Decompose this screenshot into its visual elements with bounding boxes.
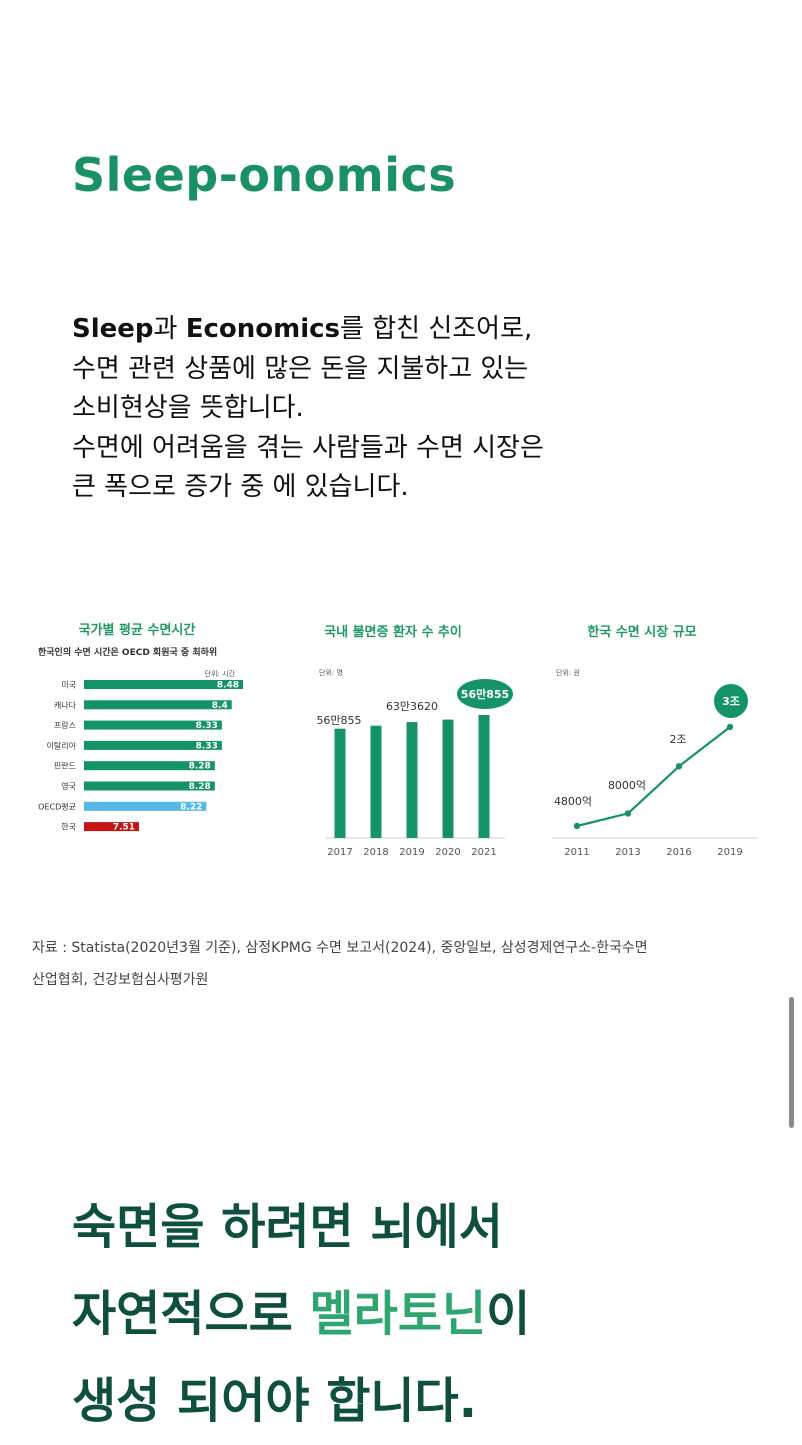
category-label: 이탈리아 [47, 740, 77, 750]
bar [84, 740, 222, 750]
x-tick-label: 2018 [363, 847, 388, 858]
scrollbar-thumb[interactable] [789, 997, 794, 1128]
bar [84, 822, 139, 832]
data-point [726, 723, 734, 731]
bar [84, 801, 207, 811]
data-label: 4800억 [554, 795, 592, 808]
bottom-line-2: 자연적으로 멜라토닌이 [72, 1271, 530, 1358]
chart-subtitle: 한국인의 수면 시간은 OECD 회원국 중 최하위 [38, 646, 217, 658]
value-label: 8.28 [189, 782, 211, 792]
x-tick-label: 2019 [717, 847, 742, 858]
bottom-line-3: 생성 되어야 합니다. [72, 1373, 477, 1429]
category-label: 한국 [61, 823, 76, 832]
bottom-text: 이 [486, 1286, 531, 1342]
data-point [573, 822, 581, 830]
value-label: 8.4 [212, 701, 228, 711]
bottom-text: 자연적으로 [72, 1286, 310, 1342]
bar [84, 700, 232, 710]
chart-unit: 단위: 시간 [205, 669, 236, 678]
x-tick-label: 2021 [471, 847, 496, 858]
source-line-2: 산업협회, 건강보험심사평가원 [32, 971, 209, 988]
data-label: 8000억 [608, 779, 646, 792]
bar [406, 722, 418, 838]
data-label: 56만855 [461, 687, 509, 701]
intro-keyword-economics: Economics [185, 314, 341, 344]
x-tick-label: 2020 [435, 847, 460, 858]
intro-keyword-sleep: Sleep [72, 314, 154, 344]
category-label: OECD평균 [38, 801, 76, 811]
intro-line-2: 수면 관련 상품에 많은 돈을 지불하고 있는 [72, 353, 529, 384]
value-label: 7.51 [113, 823, 135, 833]
intro-paragraph: Sleep과 Economics를 합친 신조어로, 수면 관련 상품에 많은 … [72, 310, 672, 508]
data-label: 2조 [669, 733, 686, 746]
intro-line-1: Sleep과 Economics를 합친 신조어로, [72, 310, 672, 350]
x-tick-label: 2017 [327, 847, 352, 858]
category-label: 프랑스 [54, 720, 76, 730]
chart-title: 한국 수면 시장 규모 [587, 624, 696, 640]
chart-title: 국내 불면증 환자 수 추이 [324, 624, 462, 640]
melatonin-highlight: 멜라토닌 [309, 1286, 487, 1342]
bottom-line-1: 숙면을 하려면 뇌에서 [72, 1199, 503, 1255]
x-tick-label: 2019 [399, 847, 424, 858]
intro-line-5: 큰 폭으로 증가 중 에 있습니다. [72, 472, 409, 502]
category-label: 영국 [61, 781, 76, 791]
bar [84, 680, 243, 689]
chart-title: 국가별 평균 수면시간 [79, 622, 196, 638]
value-label: 8.33 [196, 741, 218, 751]
highlight-bubble [714, 684, 748, 718]
bar [334, 728, 346, 838]
category-label: 캐나다 [54, 701, 77, 710]
bar [84, 781, 215, 791]
bar [370, 725, 382, 838]
series-line [576, 726, 731, 828]
data-point [624, 810, 632, 817]
bar [84, 761, 215, 771]
bar [442, 719, 454, 838]
value-label: 8.22 [180, 802, 202, 812]
x-tick-label: 2013 [615, 847, 640, 858]
intro-text: 를 합친 신조어로, [340, 314, 533, 344]
data-label: 3조 [722, 695, 740, 708]
value-label: 8.33 [196, 721, 218, 731]
intro-line-3: 소비현상을 뜻합니다. [72, 393, 304, 423]
value-label: 8.28 [189, 762, 211, 772]
x-tick-label: 2016 [666, 847, 691, 858]
x-tick-label: 2011 [564, 847, 589, 858]
source-note: 자료 : Statista(2020년3월 기준), 삼정KPMG 수면 보고서… [32, 933, 752, 996]
data-label: 63만3620 [386, 700, 438, 713]
intro-text: 과 [153, 314, 186, 344]
category-label: 핀란드 [54, 761, 76, 771]
source-line-1: 자료 : Statista(2020년3월 기준), 삼정KPMG 수면 보고서… [32, 940, 648, 956]
page-title: Sleep-onomics [72, 148, 457, 202]
intro-line-4: 수면에 어려움을 겪는 사람들과 수면 시장은 [72, 432, 544, 463]
data-point [675, 763, 683, 770]
bar [478, 715, 490, 838]
data-label: 56만855 [316, 714, 361, 727]
bottom-message: 숙면을 하려면 뇌에서 자연적으로 멜라토닌이 생성 되어야 합니다. [72, 1184, 530, 1445]
bar [84, 720, 222, 730]
highlight-bubble [457, 679, 513, 709]
chart-unit: 단위: 원 [556, 668, 580, 677]
value-label: 8.48 [217, 681, 239, 691]
chart-unit: 단위: 명 [319, 668, 343, 677]
category-label: 미국 [61, 681, 76, 690]
